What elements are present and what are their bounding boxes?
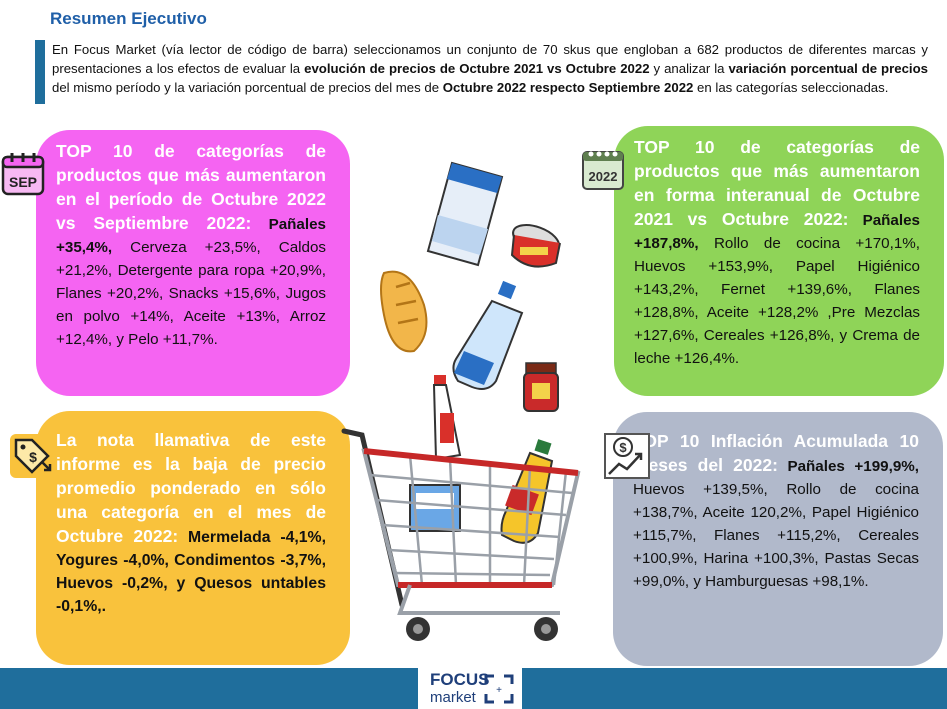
calendar-sep-icon: SEP xyxy=(1,153,45,196)
logo-main-text: FOCUS xyxy=(430,670,490,689)
intro-text-1: En Focus Market (vía lector de código de… xyxy=(52,42,928,76)
calendar-2022-label: 2022 xyxy=(589,169,618,184)
intro-text-4: en las categorías seleccionadas. xyxy=(693,80,889,95)
card-yearly-head: TOP 10 de categorías de productos que má… xyxy=(634,137,920,229)
toothpaste-icon xyxy=(432,375,462,461)
intro-text-2: y analizar la xyxy=(649,61,729,76)
intro-text-3: del mismo período y la variación porcent… xyxy=(52,80,443,95)
card-yearly-rest: Rollo de cocina +170,1%, Huevos +153,9%,… xyxy=(634,235,920,367)
svg-text:+: + xyxy=(496,685,502,696)
flour-bag-icon xyxy=(426,161,504,267)
bread-icon xyxy=(380,270,428,353)
canned-food-icon xyxy=(510,224,561,268)
intro-paragraph: En Focus Market (vía lector de código de… xyxy=(52,40,928,97)
logo-frame-icon: + xyxy=(484,674,514,704)
price-tag-dollar-icon: $ xyxy=(10,434,54,478)
shopping-cart-icon xyxy=(341,428,581,641)
card-accumulated-inflation: TOP 10 Inflación Acumulada 10 meses del … xyxy=(613,412,943,666)
card-note-head: La nota llamativa de este informe es la … xyxy=(56,430,326,546)
card-monthly-top10: TOP 10 de categorías de productos que má… xyxy=(36,130,350,396)
card-monthly-head: TOP 10 de categorías de productos que má… xyxy=(56,141,326,233)
intro-accent-bar xyxy=(35,40,45,104)
card-infl-rest: Huevos +139,5%, Rollo de cocina +138,7%,… xyxy=(633,481,919,590)
shopping-cart-illustration xyxy=(341,161,581,641)
dollar-chart-icon: $ xyxy=(604,433,650,479)
card-monthly-colon: : xyxy=(245,213,252,233)
card-note-lead: Mermelada -4,1%, Yogures -4,0%, Condimen… xyxy=(56,529,326,615)
intro-bold-2: variación porcentual de precios xyxy=(728,61,928,76)
svg-text:$: $ xyxy=(29,449,37,465)
intro-bold-3: Octubre 2022 respecto Septiembre 2022 xyxy=(442,80,694,95)
logo-sub-text: market xyxy=(430,689,476,706)
focus-market-logo: FOCUS market + xyxy=(418,668,522,709)
card-price-drops: La nota llamativa de este informe es la … xyxy=(36,411,350,665)
intro-bold-1: evolución de precios de Octubre 2021 vs … xyxy=(304,61,650,76)
card-infl-lead: Pañales +199,9%, xyxy=(777,458,919,475)
card-monthly-lead: Pañales +35,4%, xyxy=(56,216,326,256)
card-infl-head: TOP 10 Inflación Acumulada 10 meses del … xyxy=(633,431,919,475)
card-yearly-lead: Pañales +187,8%, xyxy=(634,212,920,252)
water-bottle-icon xyxy=(452,280,524,390)
card-monthly-rest: Cerveza +23,5%, Caldos +21,2%, Detergent… xyxy=(56,239,326,348)
calendar-2022-icon: 2022 xyxy=(582,151,624,190)
card-yearly-top10: TOP 10 de categorías de productos que má… xyxy=(614,126,944,396)
jam-jar-icon xyxy=(523,362,559,412)
svg-text:$: $ xyxy=(619,440,627,455)
page-title: Resumen Ejecutivo xyxy=(50,9,207,28)
calendar-sep-label: SEP xyxy=(9,174,37,190)
